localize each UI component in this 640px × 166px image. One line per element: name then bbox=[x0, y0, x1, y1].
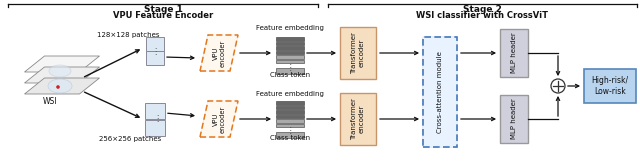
FancyBboxPatch shape bbox=[276, 124, 304, 127]
FancyBboxPatch shape bbox=[500, 29, 528, 77]
Text: ⋮: ⋮ bbox=[286, 63, 294, 72]
FancyBboxPatch shape bbox=[276, 42, 304, 45]
Text: 128×128 patches: 128×128 patches bbox=[97, 32, 159, 38]
Text: VPU
encoder: VPU encoder bbox=[212, 105, 225, 133]
Text: Stage 2: Stage 2 bbox=[463, 4, 502, 13]
FancyBboxPatch shape bbox=[276, 132, 304, 137]
FancyBboxPatch shape bbox=[276, 46, 304, 49]
FancyBboxPatch shape bbox=[276, 101, 304, 105]
FancyBboxPatch shape bbox=[276, 115, 304, 118]
Text: High-risk/
Low-risk: High-risk/ Low-risk bbox=[591, 76, 628, 96]
FancyBboxPatch shape bbox=[340, 93, 376, 145]
Polygon shape bbox=[24, 78, 99, 94]
Polygon shape bbox=[24, 67, 99, 83]
Circle shape bbox=[56, 85, 60, 89]
Text: ⋮: ⋮ bbox=[286, 126, 294, 135]
Text: MLP header: MLP header bbox=[511, 99, 517, 139]
FancyBboxPatch shape bbox=[276, 68, 304, 74]
FancyBboxPatch shape bbox=[276, 119, 304, 123]
Text: WSI classifier with CrossViT: WSI classifier with CrossViT bbox=[417, 10, 548, 19]
FancyBboxPatch shape bbox=[145, 120, 165, 136]
FancyBboxPatch shape bbox=[584, 69, 636, 103]
FancyBboxPatch shape bbox=[500, 95, 528, 143]
Text: Feature embedding: Feature embedding bbox=[256, 25, 324, 31]
Text: WSI: WSI bbox=[43, 96, 57, 106]
Polygon shape bbox=[200, 101, 238, 137]
FancyBboxPatch shape bbox=[276, 55, 304, 58]
Text: VPU Feature Encoder: VPU Feature Encoder bbox=[113, 10, 213, 19]
Text: 256×256 patches: 256×256 patches bbox=[99, 136, 161, 142]
Text: VPU
encoder: VPU encoder bbox=[212, 39, 225, 67]
FancyBboxPatch shape bbox=[276, 37, 304, 41]
Text: Stage 1: Stage 1 bbox=[143, 4, 182, 13]
Circle shape bbox=[551, 79, 565, 93]
Text: Feature embedding: Feature embedding bbox=[256, 91, 324, 97]
Text: Class token: Class token bbox=[270, 135, 310, 141]
Text: Transformer
encoder: Transformer encoder bbox=[351, 98, 365, 140]
FancyBboxPatch shape bbox=[146, 51, 164, 65]
FancyBboxPatch shape bbox=[340, 27, 376, 79]
Polygon shape bbox=[24, 56, 99, 72]
FancyBboxPatch shape bbox=[276, 50, 304, 54]
Text: Cross-attention module: Cross-attention module bbox=[437, 51, 443, 133]
FancyBboxPatch shape bbox=[423, 37, 457, 147]
FancyBboxPatch shape bbox=[276, 110, 304, 114]
FancyBboxPatch shape bbox=[145, 103, 165, 119]
FancyBboxPatch shape bbox=[276, 106, 304, 109]
FancyBboxPatch shape bbox=[276, 59, 304, 63]
Text: MLP header: MLP header bbox=[511, 33, 517, 73]
FancyBboxPatch shape bbox=[146, 37, 164, 51]
Text: Transformer
encoder: Transformer encoder bbox=[351, 32, 365, 74]
Ellipse shape bbox=[48, 79, 72, 93]
Polygon shape bbox=[200, 35, 238, 71]
Text: ⋮: ⋮ bbox=[153, 114, 161, 123]
Ellipse shape bbox=[49, 65, 71, 77]
Text: ⋮: ⋮ bbox=[151, 46, 159, 55]
Text: Class token: Class token bbox=[270, 72, 310, 78]
